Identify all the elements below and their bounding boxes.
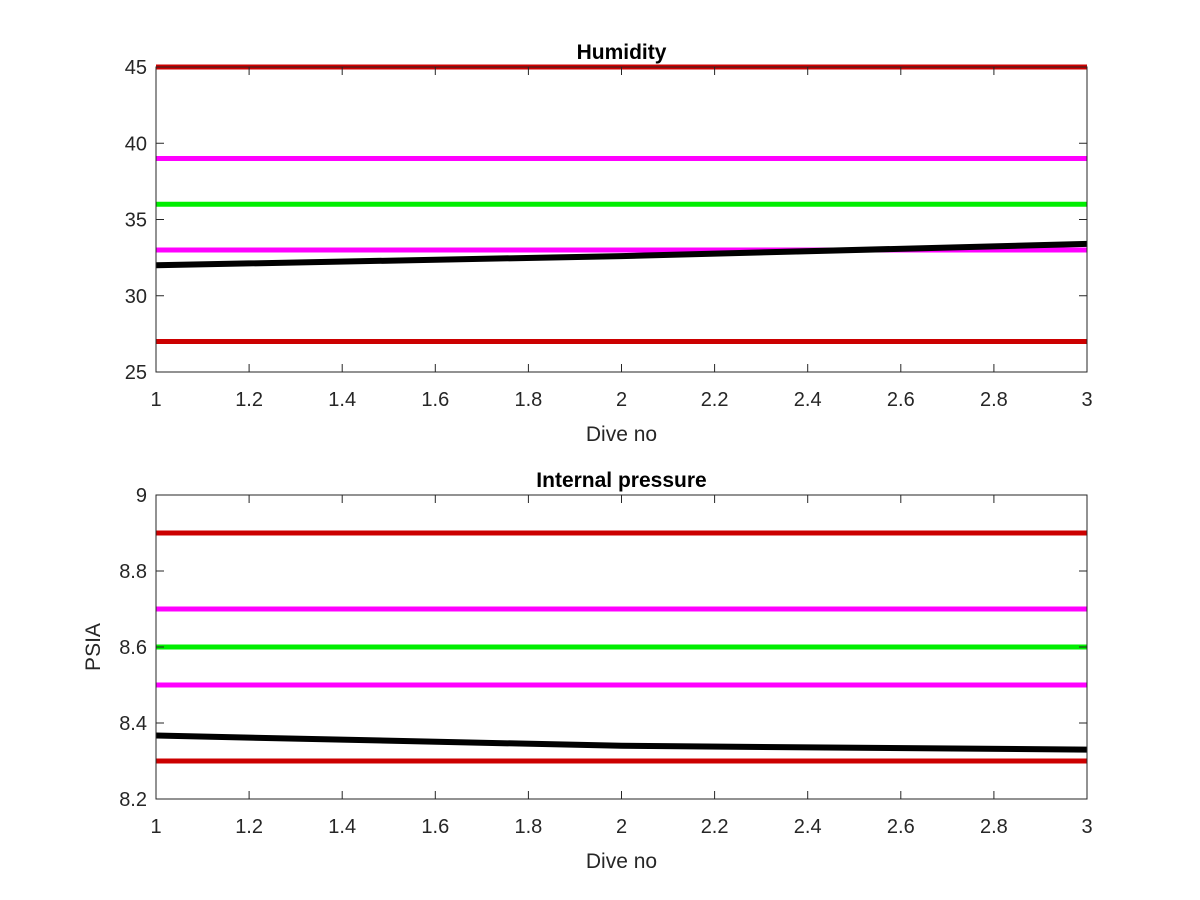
- internal-pressure-y-tick-label: 8.6: [119, 637, 147, 659]
- humidity-y-tick-label: 45: [125, 57, 147, 79]
- humidity-x-tick-label: 1.6: [421, 389, 449, 411]
- humidity-x-tick-label: 1: [150, 389, 161, 411]
- humidity-y-tick-label: 30: [125, 286, 147, 308]
- internal-pressure-x-tick-label: 3: [1081, 816, 1092, 838]
- internal-pressure-y-tick-label: 8.8: [119, 561, 147, 583]
- internal-pressure-x-tick-label: 1.2: [235, 816, 263, 838]
- internal-pressure-y-tick-label: 9: [136, 485, 147, 507]
- humidity-x-tick-label: 2.2: [701, 389, 729, 411]
- internal-pressure-x-tick-label: 1.8: [514, 816, 542, 838]
- internal-pressure-y-tick-label: 8.4: [119, 713, 147, 735]
- humidity-x-tick-label: 1.2: [235, 389, 263, 411]
- humidity-chart: 1 1.2 1.4 1.6 1.8 2 2.2 2.4 2.6 2.8 3 25 30 35 40 45 Hum…: [125, 41, 1093, 446]
- internal-pressure-series-line-5: [155, 732, 1088, 753]
- humidity-y-tick-label: 25: [125, 362, 147, 384]
- humidity-x-tick-label: 1.4: [328, 389, 356, 411]
- humidity-y-tick-label: 40: [125, 133, 147, 155]
- internal-pressure-x-tick-label: 1: [150, 816, 161, 838]
- humidity-x-tick-label: 2.4: [794, 389, 822, 411]
- internal-pressure-chart: 1 1.2 1.4 1.6 1.8 2 2.2 2.4 2.6 2.8 3 8.2 8.4 8.6 8.8 9…: [82, 469, 1093, 873]
- internal-pressure-title: Internal pressure: [536, 469, 706, 492]
- internal-pressure-x-tick-label: 2.4: [794, 816, 822, 838]
- internal-pressure-x-tick-label: 2.8: [980, 816, 1008, 838]
- internal-pressure-x-tick-label: 2.6: [887, 816, 915, 838]
- internal-pressure-y-axis-label: PSIA: [82, 623, 105, 671]
- internal-pressure-x-tick-label: 2: [616, 816, 627, 838]
- humidity-plot-area: [156, 67, 1087, 372]
- humidity-title: Humidity: [577, 41, 667, 64]
- humidity-x-tick-label: 2.6: [887, 389, 915, 411]
- internal-pressure-x-axis-label: Dive no: [586, 850, 657, 873]
- internal-pressure-x-tick-label: 2.2: [701, 816, 729, 838]
- internal-pressure-x-tick-label: 1.4: [328, 816, 356, 838]
- internal-pressure-x-tick-label: 1.6: [421, 816, 449, 838]
- humidity-series-line-5: [155, 240, 1088, 269]
- humidity-x-tick-label: 1.8: [514, 389, 542, 411]
- humidity-x-tick-label: 2: [616, 389, 627, 411]
- humidity-x-tick-label: 2.8: [980, 389, 1008, 411]
- humidity-y-tick-label: 35: [125, 210, 147, 232]
- internal-pressure-y-tick-label: 8.2: [119, 789, 147, 811]
- humidity-x-axis-label: Dive no: [586, 423, 657, 446]
- humidity-x-tick-label: 3: [1081, 389, 1092, 411]
